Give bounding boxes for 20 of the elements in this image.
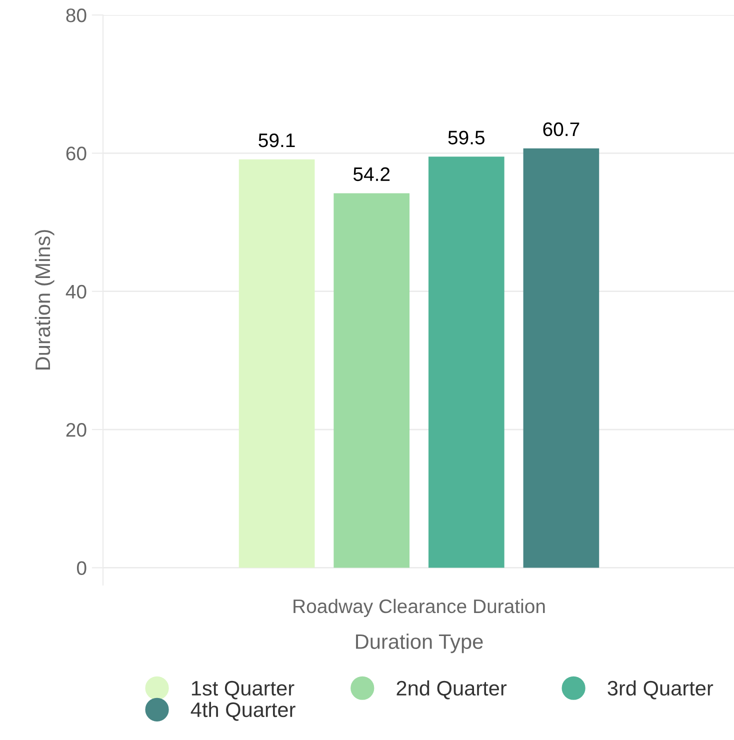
- data-label: 54.2: [353, 167, 390, 182]
- legend-label: 1st Quarter: [192, 680, 294, 700]
- data-label: 59.5: [448, 130, 485, 144]
- legend-label: 3rd Quarter: [608, 680, 714, 700]
- legend-label: 2nd Quarter: [396, 680, 507, 700]
- y-axis-title: Duration (Mins): [34, 230, 54, 370]
- bar: [523, 148, 600, 568]
- bar: [334, 193, 410, 568]
- data-label: 60.7: [543, 122, 580, 136]
- y-tick-label: 60: [66, 146, 86, 160]
- data-label: 59.1: [258, 133, 295, 148]
- y-tick-label: 40: [66, 284, 86, 299]
- y-tick-label: 80: [66, 8, 86, 22]
- bar: [238, 159, 315, 568]
- y-tick-label: 20: [66, 423, 86, 437]
- legend-label: 4th Quarter: [190, 702, 296, 721]
- y-tick-label: 0: [76, 561, 86, 575]
- x-axis-title: Duration Type: [356, 634, 483, 654]
- bar: [428, 156, 504, 568]
- x-tick-label: Roadway Clearance Duration: [294, 598, 545, 618]
